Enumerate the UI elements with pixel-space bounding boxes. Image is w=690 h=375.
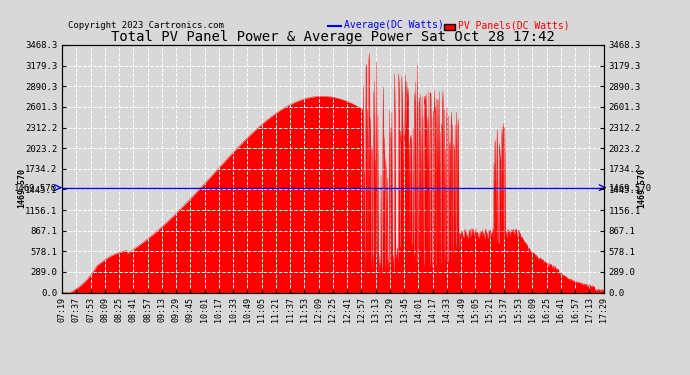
Text: PV Panels(DC Watts): PV Panels(DC Watts) [457,20,569,30]
Title: Total PV Panel Power & Average Power Sat Oct 28 17:42: Total PV Panel Power & Average Power Sat… [111,30,555,44]
Text: 1469.570: 1469.570 [637,168,646,208]
FancyBboxPatch shape [444,24,455,30]
Text: 1469.570: 1469.570 [17,168,26,208]
Text: Copyright 2023 Cartronics.com: Copyright 2023 Cartronics.com [68,21,224,30]
Text: Average(DC Watts): Average(DC Watts) [344,20,444,30]
